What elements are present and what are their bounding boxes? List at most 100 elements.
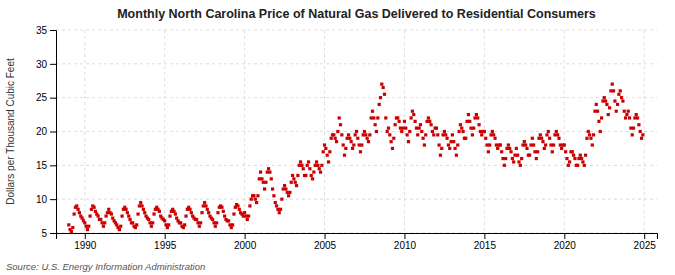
point: [483, 130, 486, 133]
grid-line: [56, 199, 657, 200]
point: [268, 171, 271, 174]
point: [528, 154, 531, 157]
point: [431, 130, 434, 133]
tick: 1995: [154, 233, 177, 251]
point: [264, 181, 267, 184]
point: [456, 143, 459, 146]
point: [591, 143, 594, 146]
point: [73, 212, 76, 215]
point: [323, 143, 326, 146]
point: [488, 143, 491, 146]
point: [540, 137, 543, 140]
point: [595, 103, 598, 106]
point: [227, 219, 230, 222]
point: [107, 208, 110, 211]
point: [343, 154, 346, 157]
point: [557, 137, 560, 140]
tick-mark: [50, 165, 56, 166]
point: [278, 211, 281, 214]
point: [302, 167, 305, 170]
point: [583, 164, 586, 167]
point: [367, 140, 370, 143]
point: [344, 147, 347, 150]
point: [515, 147, 518, 150]
point: [78, 211, 81, 214]
tick-label: 1990: [74, 240, 97, 251]
point: [635, 113, 638, 116]
point: [190, 211, 193, 214]
tick-mark: [564, 233, 565, 239]
point: [524, 143, 527, 146]
point: [315, 160, 318, 163]
point: [616, 103, 619, 106]
point: [592, 133, 595, 136]
point: [547, 130, 550, 133]
point: [382, 86, 385, 89]
point: [322, 150, 325, 153]
point: [151, 221, 154, 224]
point: [232, 212, 235, 215]
point: [142, 208, 145, 211]
point: [619, 89, 622, 92]
point: [525, 147, 528, 150]
axis-line: [50, 31, 57, 234]
point: [335, 140, 338, 143]
grid-line: [324, 30, 325, 233]
point: [67, 223, 70, 226]
tick-label: 2020: [554, 240, 577, 251]
point: [539, 133, 542, 136]
point: [110, 212, 113, 215]
tick: 20: [36, 126, 56, 137]
point: [612, 89, 615, 92]
point: [334, 137, 337, 140]
point: [304, 174, 307, 177]
point: [517, 160, 520, 163]
point: [508, 147, 511, 150]
point: [398, 120, 401, 123]
point: [620, 96, 623, 99]
point: [396, 116, 399, 119]
x-axis: 19901995200020052010201520202025: [57, 233, 658, 251]
point: [127, 214, 130, 217]
point: [71, 226, 74, 229]
annotation: Source: U.S. Energy Information Administ…: [6, 261, 205, 272]
point: [467, 113, 470, 116]
point: [200, 211, 203, 214]
tick-mark: [404, 233, 405, 239]
point: [147, 218, 150, 221]
point: [632, 127, 635, 130]
point: [439, 154, 442, 157]
point: [174, 212, 177, 215]
point: [312, 171, 315, 174]
point: [532, 143, 535, 146]
point: [535, 157, 538, 160]
point: [552, 143, 555, 146]
point: [636, 116, 639, 119]
point: [87, 225, 90, 228]
point: [103, 221, 106, 224]
y-axis: 5101520253035: [36, 25, 57, 239]
point: [326, 154, 329, 157]
point: [306, 164, 309, 167]
point: [519, 164, 522, 167]
point: [272, 194, 275, 197]
point: [207, 211, 210, 214]
point: [560, 147, 563, 150]
point: [604, 99, 607, 102]
point: [75, 204, 78, 207]
point: [356, 137, 359, 140]
point: [551, 150, 554, 153]
point: [316, 164, 319, 167]
point: [179, 221, 182, 224]
point: [366, 137, 369, 140]
point: [432, 133, 435, 136]
point: [531, 137, 534, 140]
point: [631, 133, 634, 136]
point: [199, 221, 202, 224]
point: [243, 211, 246, 214]
tick: 5: [41, 228, 56, 239]
point: [572, 154, 575, 157]
point: [493, 137, 496, 140]
point: [390, 140, 393, 143]
tick: 2005: [314, 233, 337, 251]
